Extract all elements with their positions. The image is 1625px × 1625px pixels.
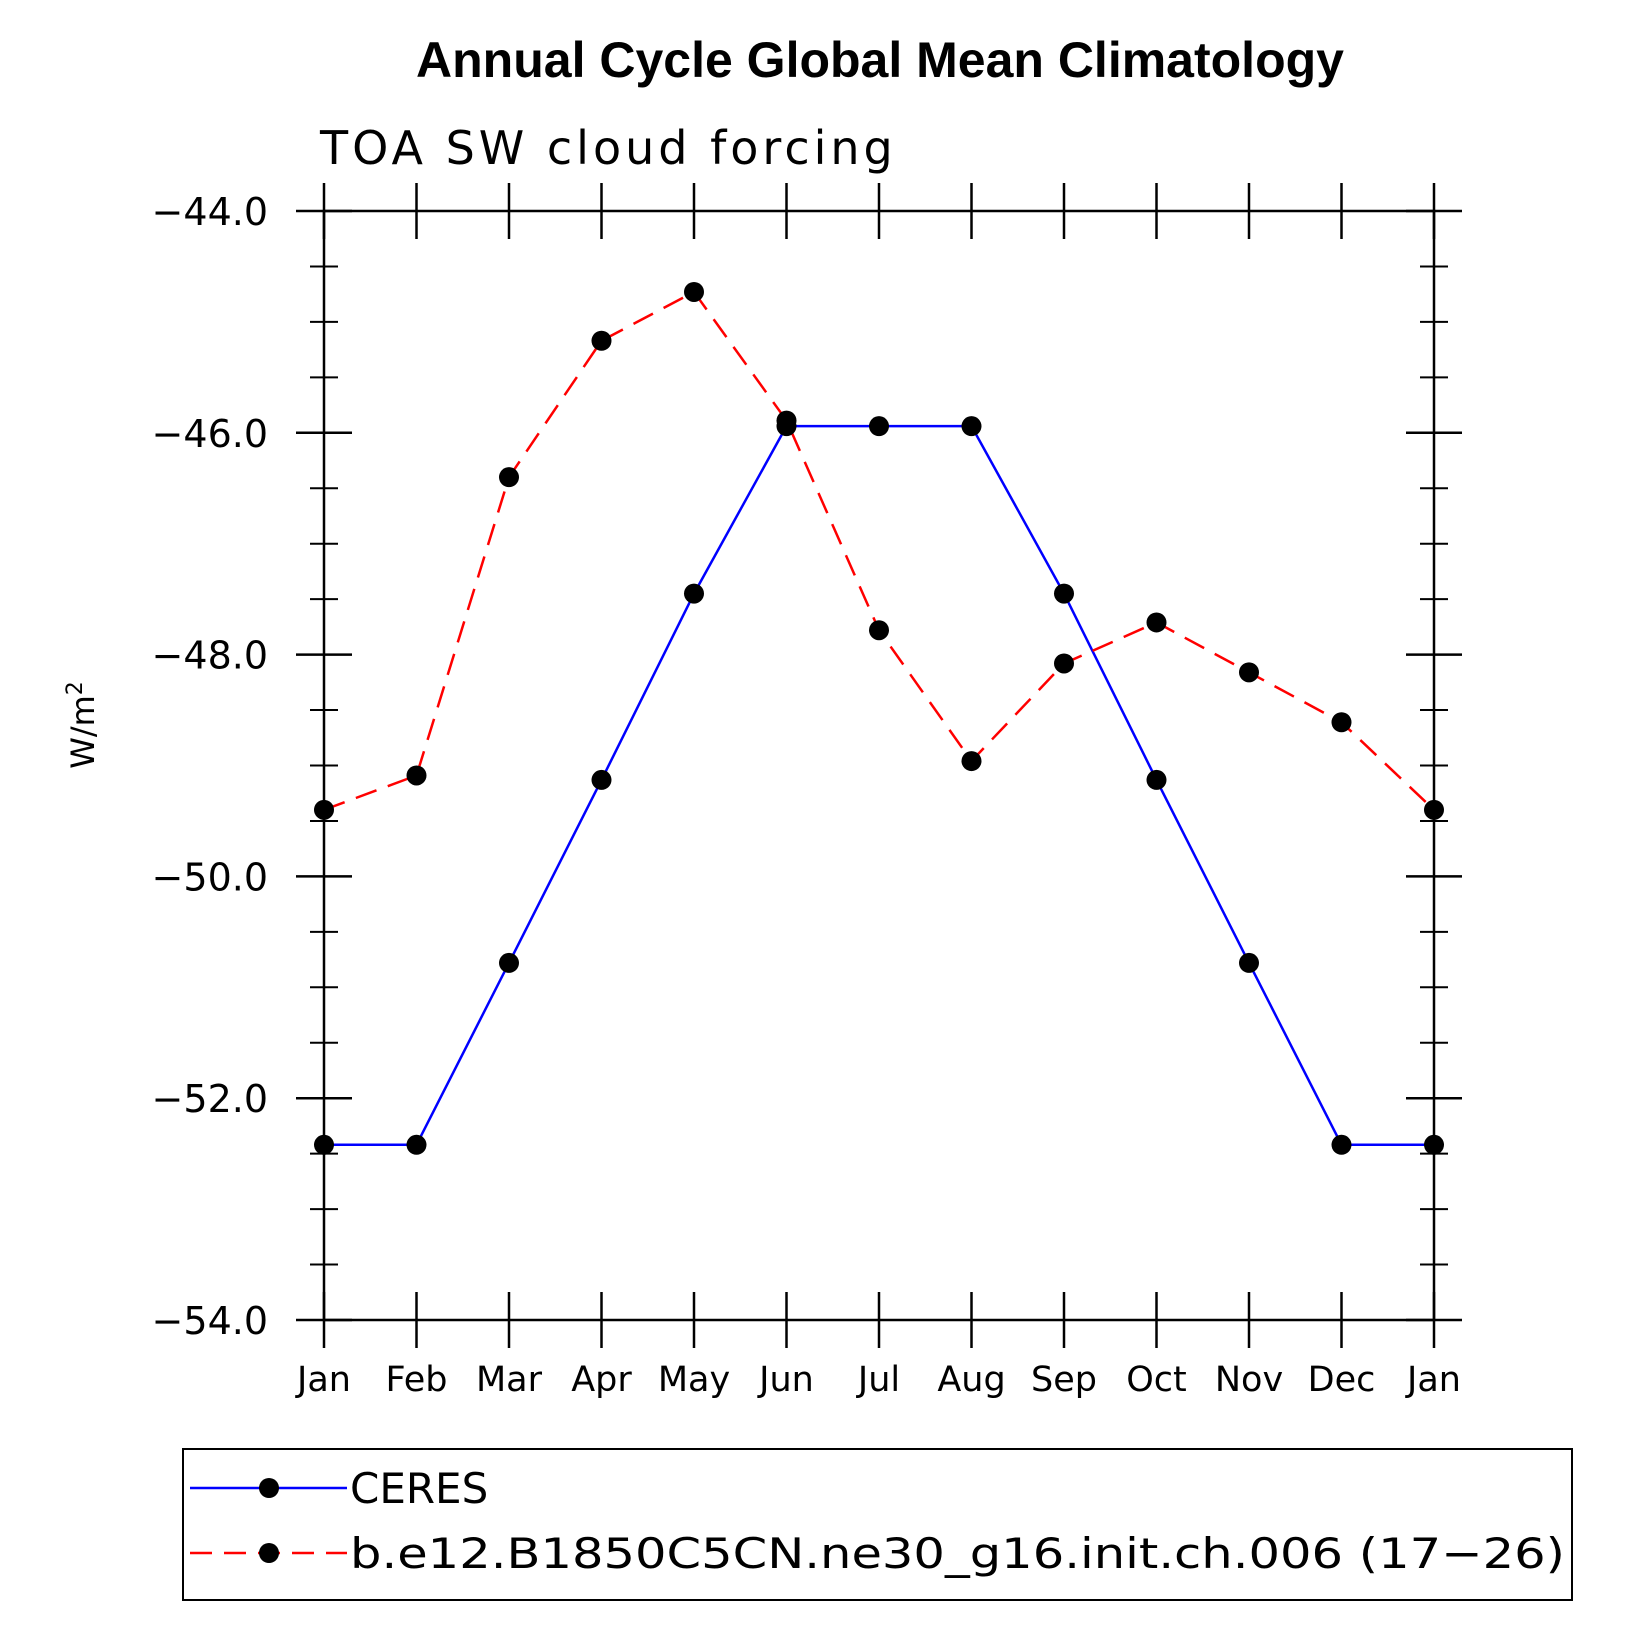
data-point-series-0 (961, 416, 982, 437)
x-tick-label: Jul (856, 1360, 900, 1400)
data-point-series-0 (869, 416, 889, 437)
x-tick-label: Aug (937, 1360, 1005, 1400)
x-tick-label: Apr (571, 1360, 632, 1400)
x-tick-label: Mar (476, 1360, 543, 1400)
x-tick-label: Oct (1126, 1360, 1187, 1400)
data-point-series-1 (1239, 662, 1259, 683)
x-tick-label: Jan (1405, 1360, 1461, 1400)
x-tick-label: Jun (757, 1360, 814, 1400)
legend-box (182, 1448, 1573, 1601)
data-point-series-1 (314, 799, 334, 820)
data-point-series-0 (1239, 952, 1259, 973)
y-axis-label: W/m2 (63, 681, 102, 769)
plot-frame (322, 209, 1436, 1322)
data-point-series-0 (1331, 1134, 1352, 1155)
svg-text:W/m2: W/m2 (63, 681, 102, 769)
data-point-series-0 (684, 583, 704, 604)
y-axis-label-superscript: 2 (63, 681, 88, 695)
x-tick-label: Jan (295, 1360, 351, 1400)
legend-label-ceres: CERES (350, 1464, 488, 1513)
y-tick-label: −44.0 (152, 190, 268, 234)
legend-marker-ceres (259, 1478, 279, 1498)
data-point-series-1 (776, 410, 797, 431)
axes: Jan Feb Mar Apr May Jun Jul Aug Sep Oct Nov Dec Jan−… (152, 183, 1462, 1400)
x-tick-label: May (658, 1360, 730, 1400)
legend: CERES b.e12.B1850C5CN.ne30_g16.init.ch.0… (182, 1448, 1573, 1601)
data-point-series-0 (591, 769, 612, 790)
data-point-series-0 (1146, 769, 1167, 790)
x-tick-label: Sep (1031, 1360, 1097, 1400)
data-point-series-0 (406, 1134, 427, 1155)
data-point-series-1 (961, 751, 982, 772)
chart-subtitle: TOA SW cloud forcing (319, 121, 897, 175)
legend-marker-model (259, 1543, 279, 1563)
data-point-series-1 (1331, 712, 1352, 733)
data-point-series-1 (1424, 799, 1444, 820)
x-tick-label: Dec (1308, 1360, 1376, 1400)
data-point-series-1 (1146, 612, 1167, 633)
data-point-series-0 (314, 1134, 334, 1155)
data-point-series-1 (684, 281, 704, 302)
data-point-series-1 (499, 467, 519, 488)
data-point-series-0 (499, 952, 519, 973)
data-point-series-1 (406, 765, 427, 786)
x-tick-label: Nov (1215, 1360, 1283, 1400)
data-point-series-1 (869, 620, 889, 641)
y-tick-label: −52.0 (152, 1077, 268, 1121)
legend-label-model: b.e12.B1850C5CN.ne30_g16.init.ch.006 (17… (350, 1529, 1565, 1578)
data-point-series-0 (1054, 583, 1074, 604)
y-tick-label: −50.0 (152, 855, 268, 899)
data-point-series-0 (1424, 1134, 1444, 1155)
x-tick-label: Feb (386, 1360, 448, 1400)
series-line-1 (323, 290, 1435, 812)
y-tick-label: −54.0 (152, 1299, 268, 1343)
data-point-series-1 (591, 330, 612, 351)
chart-title: Annual Cycle Global Mean Climatology (416, 32, 1344, 88)
series-layer (314, 281, 1444, 1155)
y-tick-label: −46.0 (152, 412, 268, 456)
y-tick-label: −48.0 (152, 634, 268, 678)
data-point-series-1 (1054, 653, 1074, 674)
y-axis-label-text: W/m (64, 695, 102, 769)
